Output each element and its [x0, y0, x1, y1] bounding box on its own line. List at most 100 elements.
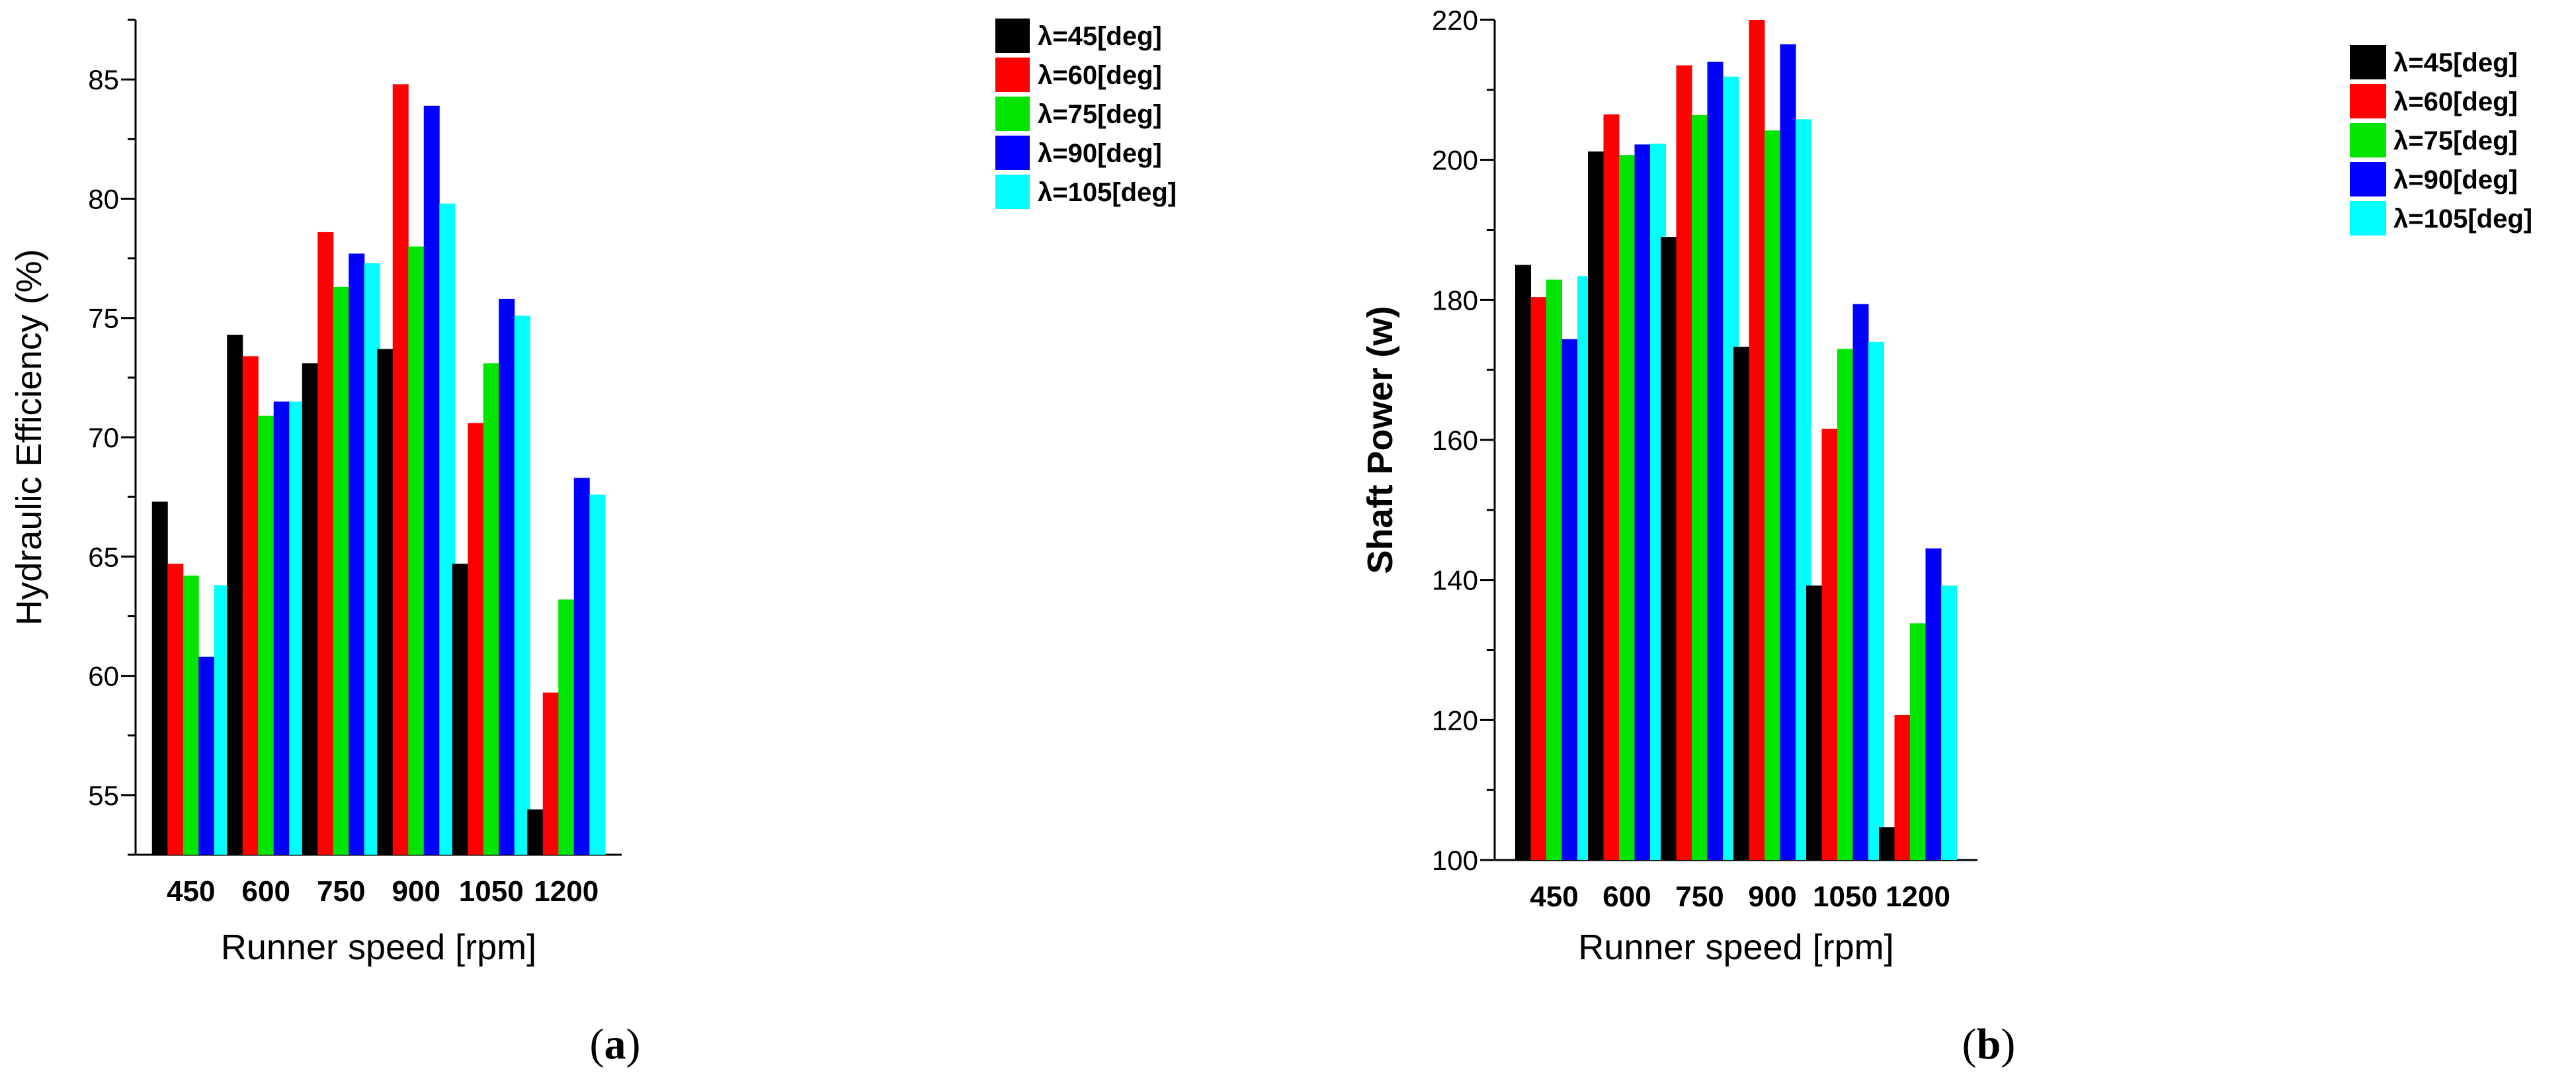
legend-swatch	[2350, 201, 2386, 236]
legend-swatch	[2350, 84, 2386, 118]
bar	[1852, 304, 1869, 860]
x-tick-label: 900	[1748, 881, 1796, 913]
legend-swatch	[995, 136, 1030, 170]
y-tick-label: 200	[1432, 145, 1478, 176]
bar	[151, 501, 168, 855]
bar	[1733, 347, 1749, 860]
y-axis-label: Hydraulic Efficiency (%)	[9, 249, 49, 625]
caption-open: (	[590, 1020, 604, 1068]
bar	[1806, 585, 1822, 860]
x-tick-label: 450	[167, 875, 215, 908]
bar	[1515, 265, 1531, 861]
legend-swatch	[2350, 123, 2386, 157]
bar	[333, 286, 349, 855]
bar	[1821, 429, 1838, 860]
caption-letter: b	[1977, 1020, 2001, 1068]
caption-close: )	[2001, 1020, 2015, 1068]
x-tick-label: 900	[392, 875, 440, 908]
bar	[392, 84, 409, 855]
bar	[558, 599, 575, 855]
bar	[483, 363, 499, 855]
y-tick-label: 180	[1432, 284, 1478, 316]
caption-close: )	[626, 1020, 641, 1068]
legend-label: λ=45[deg]	[2393, 48, 2518, 77]
bar	[1588, 151, 1604, 860]
y-tick-label: 65	[88, 541, 119, 572]
bar	[1603, 114, 1620, 860]
bar	[1868, 341, 1884, 860]
legend-swatch	[2350, 162, 2386, 196]
y-tick-label: 220	[1432, 5, 1478, 36]
x-tick-label: 600	[242, 875, 290, 908]
bar	[1837, 349, 1853, 860]
y-tick-label: 60	[88, 661, 119, 692]
bar	[542, 692, 559, 855]
legend-label: λ=90[deg]	[2393, 165, 2518, 194]
bar	[1780, 44, 1796, 861]
legend-swatch	[995, 58, 1030, 92]
x-tick-label: 1200	[1886, 881, 1950, 913]
bar	[167, 564, 184, 855]
x-tick-label: 750	[317, 875, 365, 908]
bar	[273, 401, 290, 855]
x-tick-label: 450	[1530, 881, 1578, 913]
x-tick-label: 600	[1602, 881, 1651, 913]
bar	[423, 105, 440, 855]
bar	[198, 656, 215, 855]
bar	[527, 809, 544, 855]
chart-panel-b: 100 120 140 160 180 200 220 450 600 750 900 1050 120…	[1360, 5, 2532, 1068]
bar	[573, 478, 590, 855]
y-tick-label: 75	[88, 303, 119, 334]
legend-label: λ=60[deg]	[2393, 87, 2518, 116]
bar	[499, 298, 515, 855]
bar	[1707, 62, 1724, 860]
bar	[317, 232, 334, 855]
caption-open: (	[1962, 1020, 1977, 1068]
legend-label: λ=105[deg]	[2393, 204, 2532, 234]
bar	[514, 316, 530, 855]
bar	[1530, 297, 1547, 861]
legend-swatch	[2350, 45, 2386, 79]
legend-label: λ=75[deg]	[2393, 126, 2518, 155]
x-tick-label: 750	[1675, 881, 1724, 913]
y-tick-label: 70	[88, 422, 119, 453]
bar	[1749, 20, 1765, 860]
bar	[1894, 714, 1911, 860]
bar	[1676, 65, 1692, 861]
bar	[242, 356, 259, 855]
y-tick-label: 55	[88, 780, 119, 811]
bar	[1692, 114, 1708, 860]
bar	[1561, 339, 1578, 860]
bar	[1661, 237, 1677, 860]
y-axis-label: Shaft Power (w)	[1360, 306, 1400, 574]
y-tick-label: 140	[1432, 565, 1478, 596]
bar	[1925, 548, 1942, 860]
bar	[1910, 623, 1926, 860]
y-tick-label: 85	[88, 64, 119, 95]
legend-swatch	[995, 97, 1030, 131]
legend: λ=45[deg] λ=60[deg] λ=75[deg] λ=90[deg] λ=10…	[995, 19, 1177, 209]
bar	[377, 349, 394, 855]
bar	[258, 415, 274, 855]
bar	[1941, 585, 1957, 860]
x-axis-label: Runner speed [rpm]	[221, 928, 536, 967]
legend-label: λ=45[deg]	[1038, 22, 1162, 51]
bar	[227, 334, 243, 855]
x-tick-label: 1050	[459, 875, 524, 908]
chart-panel-a: 55 60 65 70 75 80 85 450 600 750 900 1050 1200 Runner…	[9, 19, 1177, 1068]
legend-label: λ=105[deg]	[1038, 178, 1177, 207]
bar	[1765, 130, 1780, 860]
legend-label: λ=60[deg]	[1038, 61, 1162, 90]
x-axis-label: Runner speed [rpm]	[1578, 928, 1893, 967]
x-tick-label: 1200	[534, 875, 599, 908]
bar	[468, 423, 484, 855]
legend-label: λ=75[deg]	[1038, 100, 1162, 129]
bar	[589, 494, 606, 855]
bar	[1619, 155, 1635, 861]
bar	[452, 564, 468, 855]
bar	[1546, 279, 1562, 860]
x-tick-label: 1050	[1813, 881, 1878, 913]
legend-swatch	[995, 19, 1030, 53]
caption-letter: a	[604, 1020, 626, 1068]
